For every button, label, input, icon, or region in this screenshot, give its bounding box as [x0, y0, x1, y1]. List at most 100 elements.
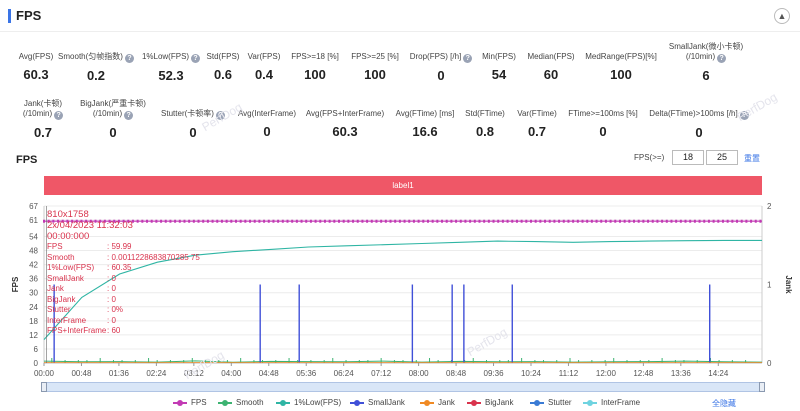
fps-point: [127, 219, 130, 223]
metric-item: Min(FPS) 54: [439, 52, 559, 82]
fps-point: [501, 219, 504, 223]
fps-point: [511, 219, 514, 223]
legend-label: Jank: [438, 398, 455, 407]
x-tick-label: 08:48: [446, 369, 467, 378]
x-tick-label: 08:00: [409, 369, 430, 378]
help-icon[interactable]: ?: [54, 111, 64, 120]
fps-point: [71, 219, 74, 223]
x-tick-label: 04:00: [221, 369, 242, 378]
legend-item[interactable]: FPS: [173, 398, 207, 407]
metric-item: Std(FTime) 0.8: [425, 109, 545, 139]
help-icon[interactable]: ?: [717, 54, 727, 63]
y-tick-label: 24: [29, 303, 38, 312]
tooltip-value: : 60.35: [107, 263, 132, 272]
metric-value: 0: [263, 124, 271, 139]
tooltip-key: SmallJank: [47, 273, 84, 283]
fps-point: [497, 219, 500, 223]
fps-point: [286, 219, 289, 223]
metric-value: 0: [109, 125, 117, 140]
metric-item: Avg(FPS) 60.3: [0, 52, 96, 82]
legend-item[interactable]: Jank: [420, 398, 455, 407]
metric-item: FPS>=25 [%] 100: [315, 52, 435, 82]
slider-handle-left[interactable]: [41, 382, 47, 392]
legend-item[interactable]: Stutter: [530, 398, 572, 407]
legend-swatch: [583, 399, 597, 406]
x-tick-label: 00:48: [71, 369, 92, 378]
hide-all-button[interactable]: 全隐藏: [712, 399, 736, 408]
metric-label: SmallJank(微小卡顿): [668, 42, 744, 51]
fps-range-label: FPS(>=): [634, 153, 665, 162]
fps-point: [736, 219, 739, 223]
legend-item[interactable]: BigJank: [467, 398, 513, 407]
slider-handle-right[interactable]: [759, 382, 765, 392]
reset-button[interactable]: 重置: [744, 154, 760, 163]
tooltip-key: Smooth: [47, 252, 75, 262]
x-tick-label: 05:36: [296, 369, 317, 378]
fps-point: [80, 219, 83, 223]
metric-value: 52.3: [158, 68, 184, 83]
y-tick-label: 48: [29, 247, 38, 256]
tooltip-key: InterFrame: [47, 315, 87, 325]
fps-point: [342, 219, 345, 223]
fps-point: [398, 219, 401, 223]
help-icon[interactable]: ?: [463, 54, 473, 63]
help-icon[interactable]: ?: [124, 111, 134, 120]
chevron-up-icon[interactable]: ▲: [774, 8, 790, 24]
fps-point: [136, 219, 139, 223]
tooltip-value: : 0%: [107, 305, 124, 314]
fps-point: [679, 219, 682, 223]
accent-bar: [8, 9, 11, 23]
fps-point: [422, 219, 425, 223]
fps-point: [459, 219, 462, 223]
time-range-slider[interactable]: [41, 382, 765, 392]
metric-label: Drop(FPS) [/h]?: [381, 52, 501, 63]
x-tick-label: 07:12: [371, 369, 392, 378]
legend-swatch: [276, 399, 290, 406]
metric-item: Jank(卡顿) (/10min)? 0.7: [0, 99, 103, 140]
fps-point: [117, 219, 120, 223]
legend-item[interactable]: SmallJank: [350, 398, 405, 407]
fps-point: [253, 219, 256, 223]
fps-point: [197, 219, 200, 223]
metric-label: Avg(FPS+InterFrame): [305, 109, 385, 118]
fps-point: [338, 219, 341, 223]
fps-point: [642, 219, 645, 223]
fps-point: [183, 219, 186, 223]
help-icon[interactable]: ?: [124, 54, 134, 63]
fps-point: [347, 219, 350, 223]
help-icon[interactable]: ?: [191, 54, 201, 63]
y-tick-label: 61: [29, 216, 38, 225]
fps-point: [731, 219, 734, 223]
fps-point: [52, 219, 55, 223]
fps-point: [300, 219, 303, 223]
fps-range-low-input[interactable]: 18: [672, 150, 704, 165]
metric-value: 0.8: [475, 124, 495, 139]
fps-point: [272, 219, 275, 223]
fps-point: [431, 219, 434, 223]
metric-value: 0.2: [86, 68, 106, 83]
legend-label: InterFrame: [601, 398, 641, 407]
label-bar[interactable]: label1: [44, 176, 762, 195]
metric-label: 1%Low(FPS)?: [111, 52, 231, 63]
fps-point: [525, 219, 528, 223]
legend-item[interactable]: 1%Low(FPS): [276, 398, 341, 407]
tooltip-key: FPS+InterFrame: [47, 326, 107, 335]
fps-point: [586, 219, 589, 223]
y-tick-label: 12: [29, 331, 38, 340]
y-axis-label: FPS: [11, 276, 20, 292]
y2-tick-label: 0: [767, 359, 772, 368]
metric-value: 60.3: [23, 67, 49, 82]
metric-label: Jank(卡顿): [23, 99, 63, 108]
legend-item[interactable]: Smooth: [218, 398, 264, 407]
fps-point: [323, 219, 326, 223]
metric-value: 0.6: [213, 67, 233, 82]
legend-swatch: [420, 399, 434, 406]
y-tick-label: 18: [29, 317, 38, 326]
help-icon[interactable]: ?: [215, 111, 225, 120]
fps-point: [122, 219, 125, 223]
legend-item[interactable]: InterFrame: [583, 398, 640, 407]
fps-point: [726, 219, 729, 223]
help-icon[interactable]: ?: [739, 111, 749, 120]
fps-range-high-input[interactable]: 25: [706, 150, 738, 165]
